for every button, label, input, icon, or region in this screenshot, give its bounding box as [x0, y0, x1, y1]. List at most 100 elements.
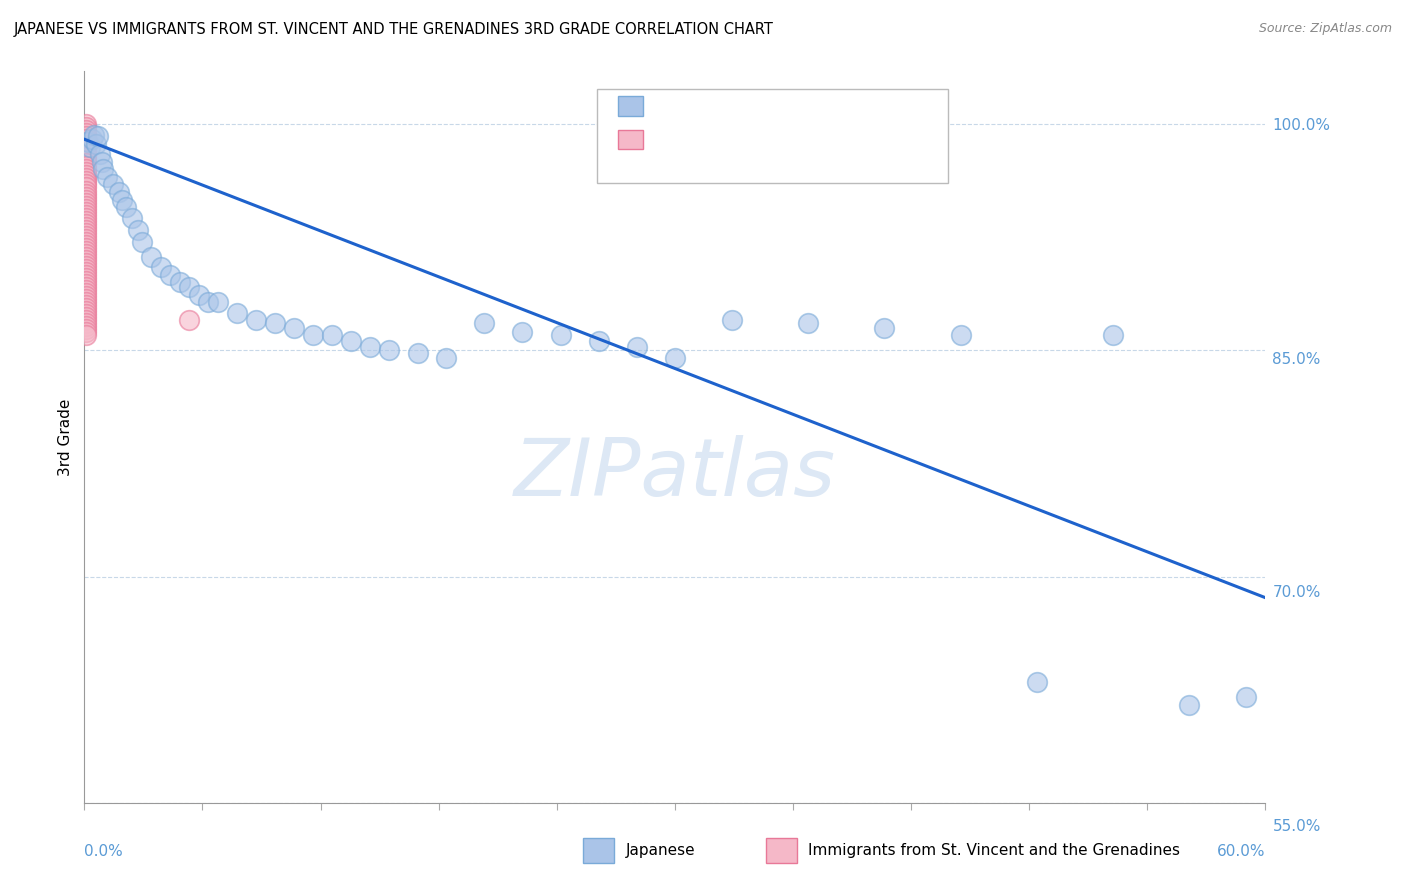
Point — [179, 313, 201, 327]
Point — [75, 313, 97, 327]
Point — [90, 154, 112, 169]
Point — [75, 250, 97, 264]
Point — [263, 316, 285, 330]
Text: 0.404: 0.404 — [682, 132, 730, 147]
Point — [207, 295, 229, 310]
Point — [75, 280, 97, 294]
Point — [75, 117, 97, 131]
Point — [75, 193, 97, 207]
Point — [75, 141, 97, 155]
Point — [340, 334, 363, 349]
Point — [75, 213, 97, 227]
Point — [169, 276, 191, 290]
Point — [75, 235, 97, 249]
Point — [80, 132, 103, 146]
Point — [75, 252, 97, 267]
Point — [378, 343, 401, 358]
Point — [75, 202, 97, 216]
Point — [75, 328, 97, 343]
Point — [75, 307, 97, 321]
Point — [75, 189, 97, 203]
Point — [75, 150, 97, 164]
Point — [75, 217, 97, 231]
Point — [139, 250, 162, 264]
Point — [1025, 675, 1047, 690]
Text: R =: R = — [654, 132, 686, 147]
Point — [75, 165, 97, 179]
Text: R =: R = — [654, 98, 686, 113]
Point — [75, 126, 97, 140]
Point — [75, 162, 97, 177]
Point — [75, 178, 97, 192]
Point — [75, 310, 97, 325]
Point — [75, 283, 97, 297]
Point — [75, 301, 97, 315]
Point — [359, 340, 381, 354]
Point — [75, 274, 97, 288]
Point — [626, 340, 648, 354]
Text: ZIPatlas: ZIPatlas — [513, 434, 837, 513]
Text: 55.0%: 55.0% — [1272, 819, 1320, 834]
Point — [75, 322, 97, 336]
Point — [75, 223, 97, 237]
Point — [75, 198, 97, 212]
Point — [75, 153, 97, 168]
Point — [1102, 328, 1125, 343]
Point — [75, 195, 97, 210]
Text: -0.671: -0.671 — [682, 98, 735, 113]
Point — [75, 180, 97, 194]
Point — [75, 232, 97, 246]
Text: 100.0%: 100.0% — [1272, 119, 1330, 133]
Point — [75, 169, 97, 183]
Point — [75, 138, 97, 153]
Text: JAPANESE VS IMMIGRANTS FROM ST. VINCENT AND THE GRENADINES 3RD GRADE CORRELATION: JAPANESE VS IMMIGRANTS FROM ST. VINCENT … — [14, 22, 773, 37]
Point — [283, 320, 305, 334]
Point — [1178, 698, 1201, 712]
Text: N =: N = — [742, 132, 776, 147]
Point — [75, 304, 97, 318]
Point — [75, 174, 97, 188]
Point — [75, 286, 97, 301]
Point — [512, 325, 534, 339]
Point — [75, 241, 97, 255]
Point — [75, 186, 97, 201]
Point — [115, 200, 138, 214]
Point — [83, 128, 105, 142]
Point — [75, 244, 97, 258]
Point — [75, 204, 97, 219]
Point — [434, 351, 457, 365]
Point — [721, 313, 744, 327]
Point — [75, 261, 97, 276]
Point — [179, 280, 201, 294]
Point — [75, 259, 97, 273]
Y-axis label: 3rd Grade: 3rd Grade — [58, 399, 73, 475]
Point — [75, 226, 97, 240]
Point — [84, 136, 107, 151]
Point — [245, 313, 267, 327]
Point — [1234, 690, 1257, 705]
Point — [75, 265, 97, 279]
Point — [75, 298, 97, 312]
Point — [75, 268, 97, 282]
Point — [949, 328, 972, 343]
Point — [75, 135, 97, 149]
Text: N =: N = — [742, 98, 776, 113]
Point — [75, 277, 97, 291]
Point — [75, 184, 97, 198]
Point — [131, 235, 153, 249]
Point — [107, 185, 129, 199]
Point — [302, 328, 325, 343]
Point — [406, 346, 429, 360]
Text: 0.0%: 0.0% — [84, 845, 124, 859]
Point — [89, 147, 111, 161]
Text: Immigrants from St. Vincent and the Grenadines: Immigrants from St. Vincent and the Gren… — [808, 843, 1181, 857]
Point — [75, 237, 97, 252]
Point — [75, 325, 97, 339]
Point — [77, 135, 100, 149]
Point — [75, 171, 97, 186]
Point — [474, 316, 496, 330]
Point — [75, 316, 97, 330]
Text: 72: 72 — [770, 132, 792, 147]
Point — [111, 193, 134, 207]
Point — [75, 132, 97, 146]
